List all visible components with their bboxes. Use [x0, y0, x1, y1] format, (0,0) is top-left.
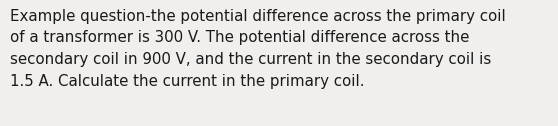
Text: Example question-the potential difference across the primary coil
of a transform: Example question-the potential differenc… — [10, 9, 506, 89]
